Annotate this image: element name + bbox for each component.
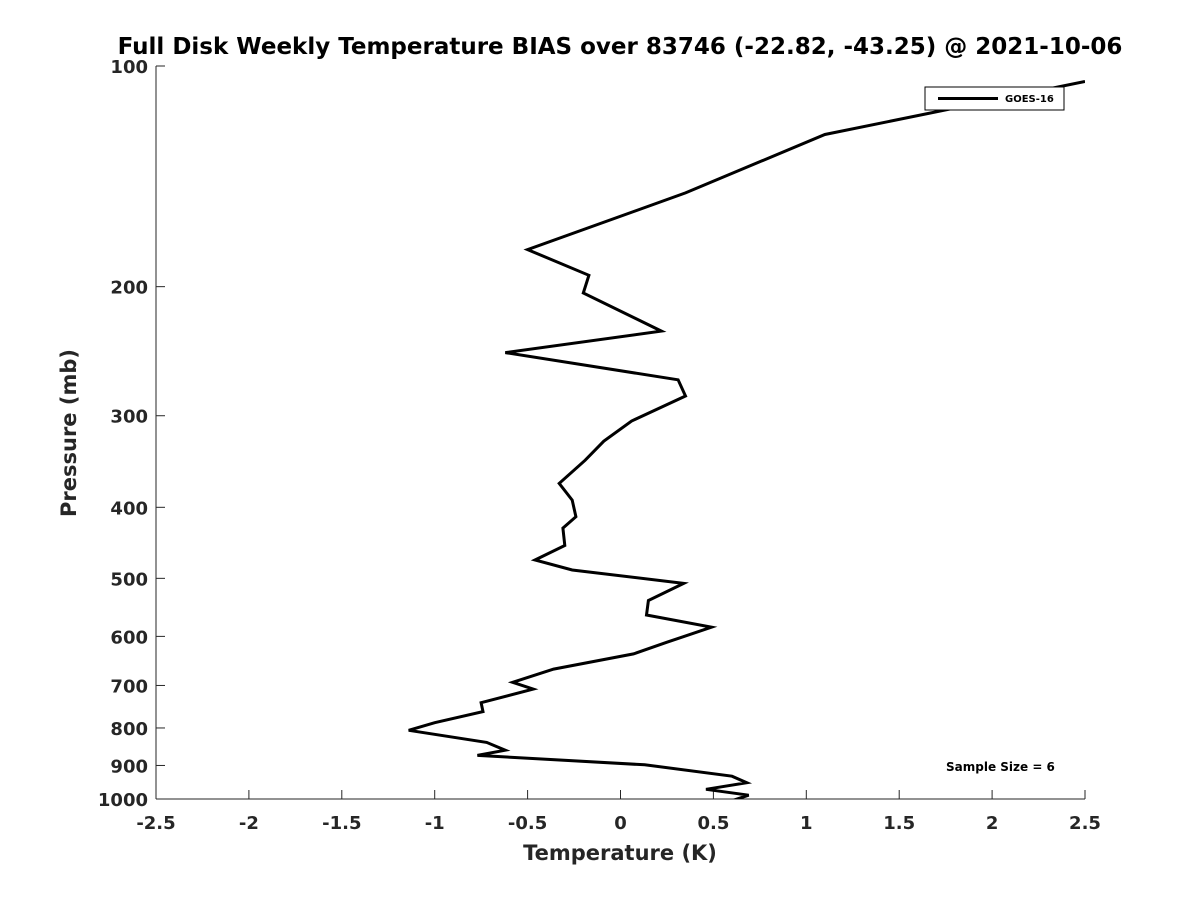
y-axis-label: Pressure (mb): [57, 349, 81, 517]
x-tick-label: 0: [614, 813, 627, 834]
y-tick-label: 800: [110, 719, 148, 740]
x-tick-label: -2.5: [136, 813, 175, 834]
sample-size-annotation: Sample Size = 6: [946, 760, 1055, 774]
series-line-goes-16: [408, 80, 1085, 799]
y-tick-label: 400: [110, 498, 148, 519]
y-tick-label: 200: [110, 278, 148, 299]
y-tick-label: 700: [110, 676, 148, 697]
x-axis-label: Temperature (K): [523, 841, 717, 865]
x-tick-label: -1: [425, 813, 445, 834]
x-tick-label: 1: [800, 813, 813, 834]
x-tick-label: 2.5: [1069, 813, 1101, 834]
y-tick-label: 1000: [98, 790, 148, 811]
chart-title: Full Disk Weekly Temperature BIAS over 8…: [118, 34, 1123, 60]
x-tick-label: -1.5: [322, 813, 361, 834]
x-tick-label: 1.5: [883, 813, 915, 834]
legend-label-goes-16: GOES-16: [1005, 94, 1054, 105]
x-tick-label: 2: [986, 813, 999, 834]
y-tick-label: 500: [110, 569, 148, 590]
x-axis-ticks: -2.5 -2 -1.5 -1 -0.5 0 0.5 1 1.5 2 2.5: [136, 790, 1101, 834]
y-tick-label: 100: [110, 57, 148, 78]
y-tick-label: 300: [110, 407, 148, 428]
x-tick-label: -2: [239, 813, 259, 834]
x-tick-label: 0.5: [697, 813, 729, 834]
plot-area: [156, 66, 1085, 799]
y-tick-label: 600: [110, 627, 148, 648]
legend: GOES-16: [924, 86, 1065, 111]
y-tick-label: 900: [110, 756, 148, 777]
y-axis-ticks: 100 200 300 400 500 600 700 800 900 1000: [98, 57, 165, 811]
x-tick-label: -0.5: [508, 813, 547, 834]
series-layer: [408, 80, 1085, 799]
